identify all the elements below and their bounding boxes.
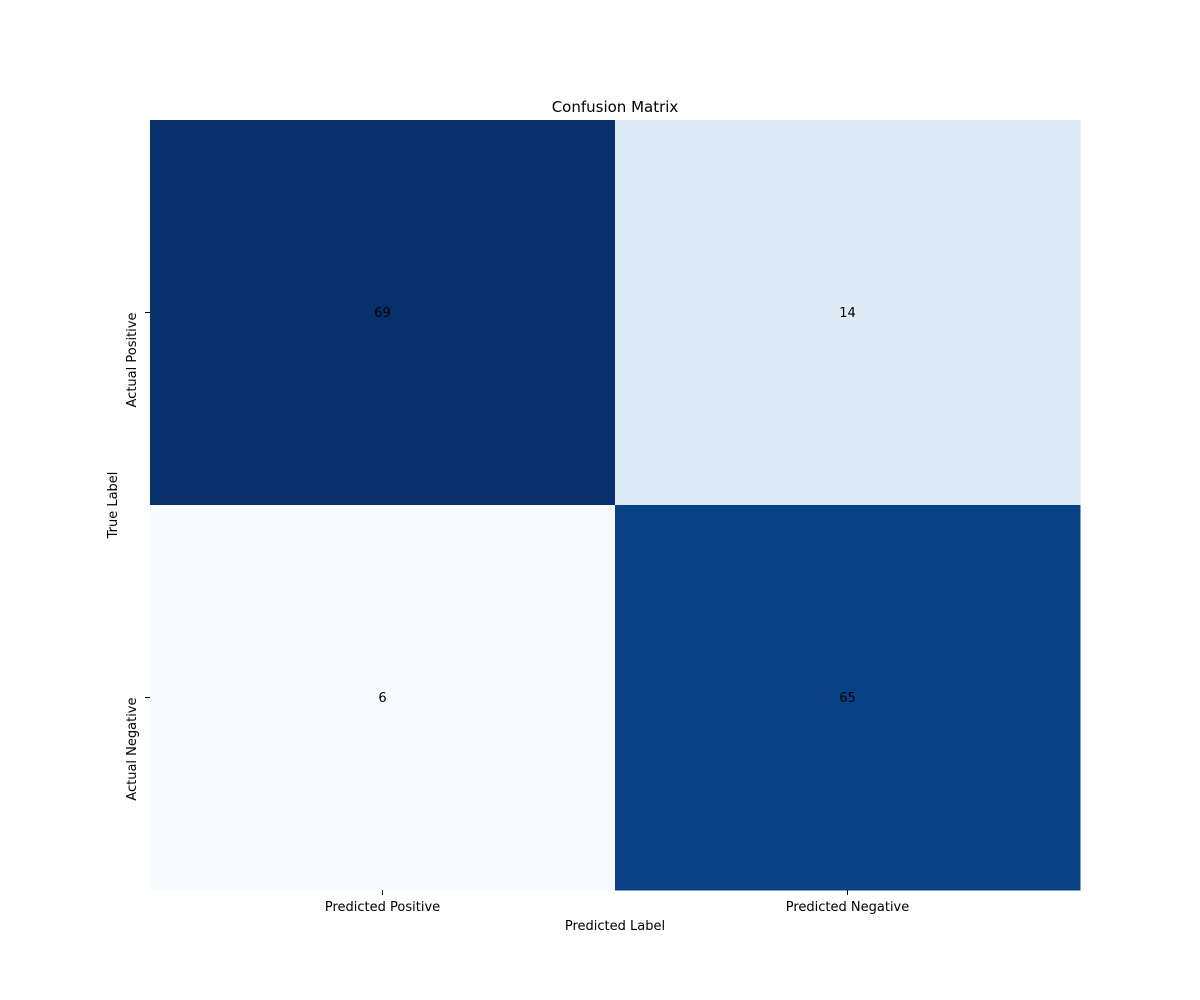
heatmap-cell-r1-c1	[615, 505, 1081, 891]
heatmap-cells	[150, 120, 1081, 891]
cell-value-label-r0-c0: 69	[374, 306, 391, 321]
x-tick-label-1: Predicted Negative	[786, 900, 910, 915]
heatmap-cell-r1-c0	[150, 505, 616, 891]
y-tick-label-1: Actual Negative	[125, 698, 140, 801]
cell-value-label-r0-c1: 14	[839, 306, 856, 321]
x-axis-label: Predicted Label	[565, 919, 665, 934]
chart-title: Confusion Matrix	[552, 98, 679, 116]
cell-value-label-r1-c1: 65	[839, 691, 856, 706]
heatmap-cell-r0-c0	[150, 120, 616, 506]
y-axis-label: True Label	[106, 472, 121, 540]
y-axis-ticks: Actual Positive Actual Negative	[125, 312, 150, 801]
y-tick-label-0: Actual Positive	[125, 313, 140, 408]
x-tick-label-0: Predicted Positive	[325, 900, 440, 915]
heatmap-cell-r0-c1	[615, 120, 1081, 506]
cell-value-label-r1-c0: 6	[378, 691, 386, 706]
cell-value-labels: 69 14 6 65	[374, 306, 856, 706]
x-axis-ticks: Predicted Positive Predicted Negative	[325, 890, 909, 915]
